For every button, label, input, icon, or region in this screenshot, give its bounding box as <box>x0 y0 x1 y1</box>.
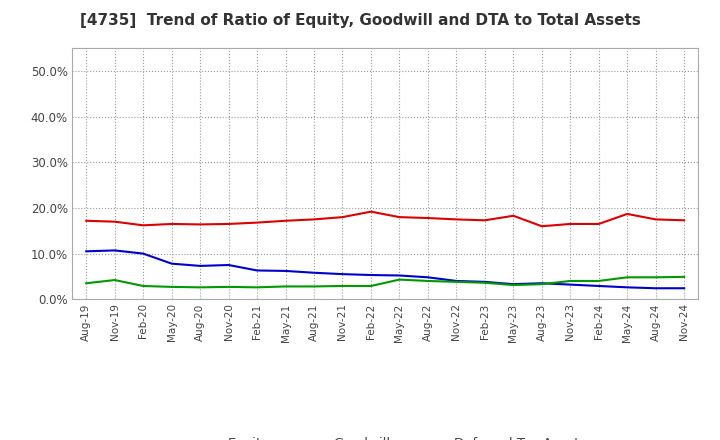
Equity <box>167 221 176 227</box>
Equity <box>652 217 660 222</box>
Equity <box>196 222 204 227</box>
Line: Goodwill: Goodwill <box>86 250 684 288</box>
Deferred Tax Assets <box>680 274 688 279</box>
Goodwill <box>110 248 119 253</box>
Goodwill <box>652 286 660 291</box>
Deferred Tax Assets <box>167 284 176 290</box>
Goodwill <box>366 272 375 278</box>
Equity <box>595 221 603 227</box>
Text: [4735]  Trend of Ratio of Equity, Goodwill and DTA to Total Assets: [4735] Trend of Ratio of Equity, Goodwil… <box>80 13 640 28</box>
Equity <box>480 218 489 223</box>
Goodwill <box>139 251 148 256</box>
Equity <box>395 214 404 220</box>
Deferred Tax Assets <box>253 285 261 290</box>
Deferred Tax Assets <box>537 282 546 287</box>
Goodwill <box>595 283 603 289</box>
Equity <box>139 223 148 228</box>
Deferred Tax Assets <box>566 279 575 284</box>
Goodwill <box>680 286 688 291</box>
Deferred Tax Assets <box>423 279 432 284</box>
Goodwill <box>310 270 318 275</box>
Deferred Tax Assets <box>595 279 603 284</box>
Equity <box>82 218 91 224</box>
Equity <box>623 211 631 216</box>
Goodwill <box>282 268 290 274</box>
Deferred Tax Assets <box>139 283 148 289</box>
Legend: Equity, Goodwill, Deferred Tax Assets: Equity, Goodwill, Deferred Tax Assets <box>184 436 586 440</box>
Deferred Tax Assets <box>82 281 91 286</box>
Goodwill <box>196 263 204 268</box>
Goodwill <box>509 282 518 287</box>
Deferred Tax Assets <box>310 284 318 289</box>
Goodwill <box>452 279 461 284</box>
Deferred Tax Assets <box>366 283 375 289</box>
Equity <box>310 217 318 222</box>
Equity <box>110 219 119 224</box>
Deferred Tax Assets <box>652 275 660 280</box>
Goodwill <box>82 249 91 254</box>
Goodwill <box>623 285 631 290</box>
Equity <box>509 213 518 218</box>
Deferred Tax Assets <box>225 284 233 290</box>
Equity <box>452 217 461 222</box>
Goodwill <box>253 268 261 273</box>
Deferred Tax Assets <box>452 279 461 285</box>
Goodwill <box>395 273 404 278</box>
Line: Deferred Tax Assets: Deferred Tax Assets <box>86 277 684 287</box>
Goodwill <box>167 261 176 266</box>
Deferred Tax Assets <box>623 275 631 280</box>
Deferred Tax Assets <box>338 283 347 289</box>
Goodwill <box>537 281 546 286</box>
Equity <box>253 220 261 225</box>
Equity <box>225 221 233 227</box>
Equity <box>680 218 688 223</box>
Equity <box>423 216 432 221</box>
Goodwill <box>566 282 575 287</box>
Deferred Tax Assets <box>509 282 518 288</box>
Line: Equity: Equity <box>86 212 684 226</box>
Goodwill <box>423 275 432 280</box>
Equity <box>566 221 575 227</box>
Deferred Tax Assets <box>480 280 489 286</box>
Equity <box>537 224 546 229</box>
Deferred Tax Assets <box>395 277 404 282</box>
Equity <box>366 209 375 214</box>
Deferred Tax Assets <box>282 284 290 289</box>
Goodwill <box>225 262 233 268</box>
Equity <box>282 218 290 224</box>
Deferred Tax Assets <box>196 285 204 290</box>
Goodwill <box>338 271 347 277</box>
Goodwill <box>480 279 489 285</box>
Equity <box>338 214 347 220</box>
Deferred Tax Assets <box>110 277 119 282</box>
